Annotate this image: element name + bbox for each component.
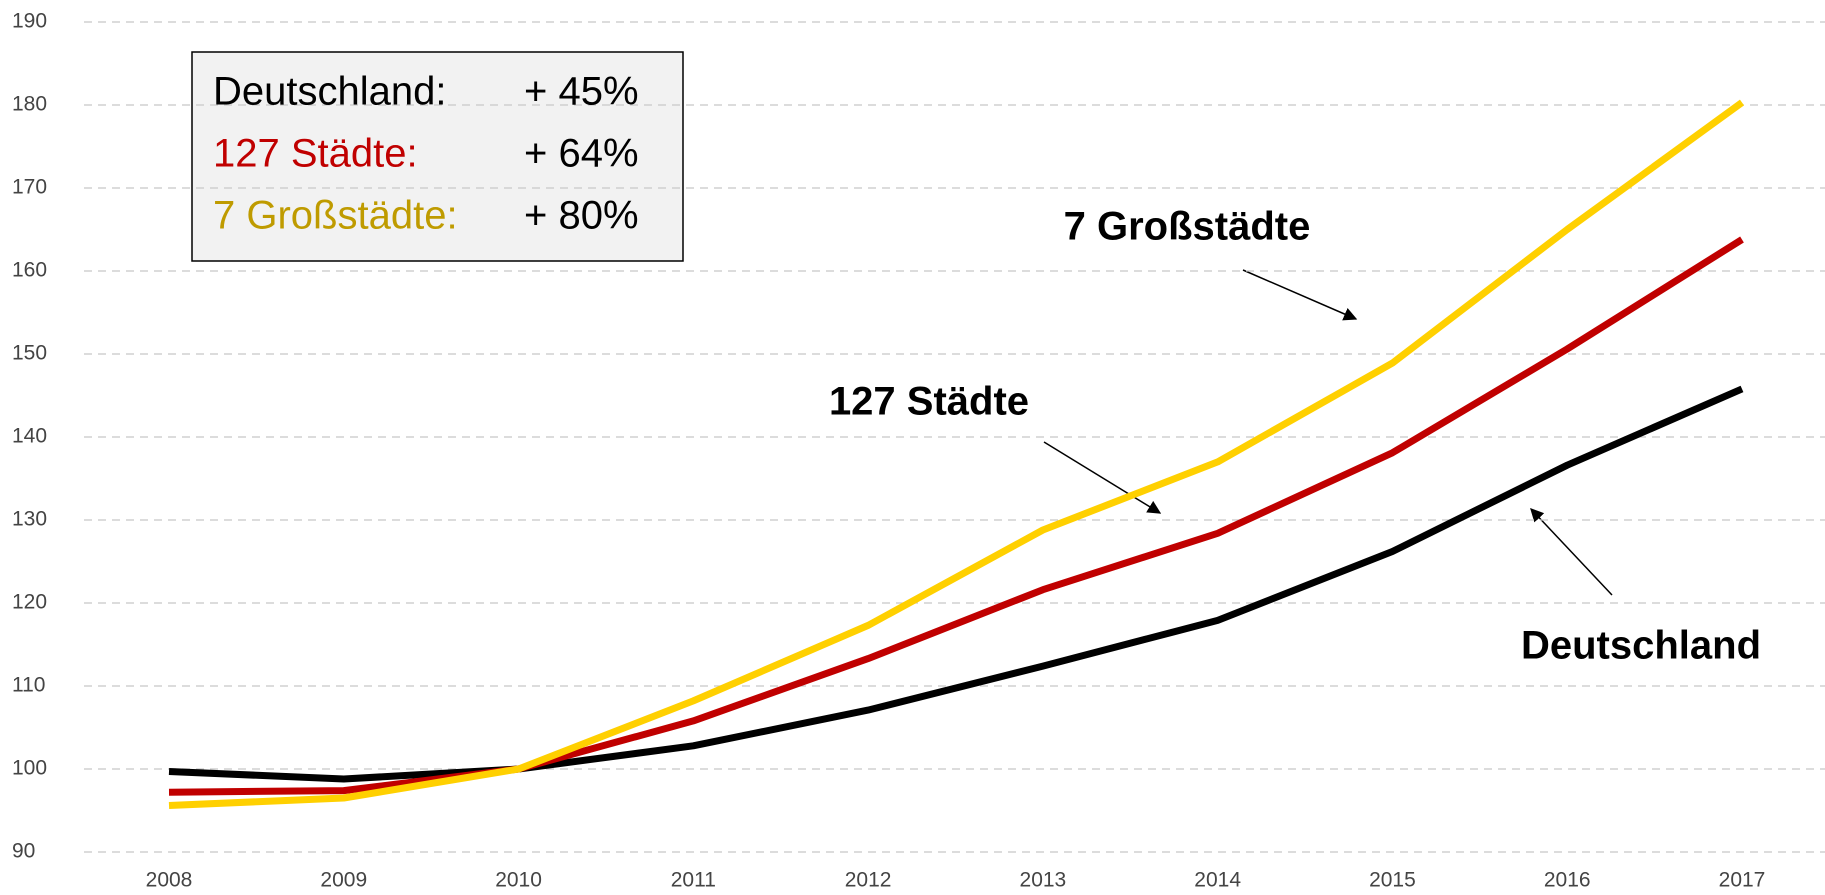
arrow: [1043, 441, 1162, 514]
x-tick-label: 2015: [1369, 869, 1416, 892]
x-tick-label: 2010: [495, 869, 542, 892]
x-tick-label: 2008: [146, 869, 193, 892]
x-tick-label: 2016: [1544, 869, 1591, 892]
x-tick-label: 2011: [671, 869, 716, 892]
arrow: [1530, 508, 1613, 596]
y-tick-label: 120: [12, 591, 47, 614]
y-tick-label: 170: [12, 176, 47, 199]
y-tick-label: 100: [12, 757, 47, 780]
series-line: [168, 385, 1744, 783]
x-tick-label: 2014: [1194, 869, 1241, 892]
arrow: [1242, 269, 1358, 321]
y-tick-label: 160: [12, 259, 47, 282]
summary-label: Deutschland:: [213, 70, 446, 114]
summary-change: + 45%: [524, 70, 639, 114]
x-tick-label: 2013: [1020, 869, 1067, 892]
y-tick-label: 180: [12, 93, 47, 116]
x-tick-label: 2017: [1719, 869, 1766, 892]
y-tick-label: 140: [12, 425, 47, 448]
summary-label: 7 Großstädte:: [213, 194, 458, 238]
series-line: [168, 99, 1745, 809]
summary-change: + 64%: [524, 132, 639, 176]
y-tick-label: 130: [12, 508, 47, 531]
x-tick-label: 2012: [845, 869, 892, 892]
series-label: 7 Großstädte: [1064, 205, 1311, 249]
summary-change: + 80%: [524, 194, 639, 238]
y-tick-label: 110: [12, 674, 45, 697]
y-tick-label: 90: [12, 840, 35, 863]
y-tick-label: 150: [12, 342, 47, 365]
series-label: Deutschland: [1521, 624, 1761, 668]
summary-label: 127 Städte:: [213, 132, 418, 176]
series-label: 127 Städte: [829, 380, 1029, 424]
y-tick-label: 190: [12, 10, 47, 33]
summary-box: [191, 51, 684, 262]
series-line: [168, 236, 1744, 796]
x-tick-label: 2009: [320, 869, 367, 892]
